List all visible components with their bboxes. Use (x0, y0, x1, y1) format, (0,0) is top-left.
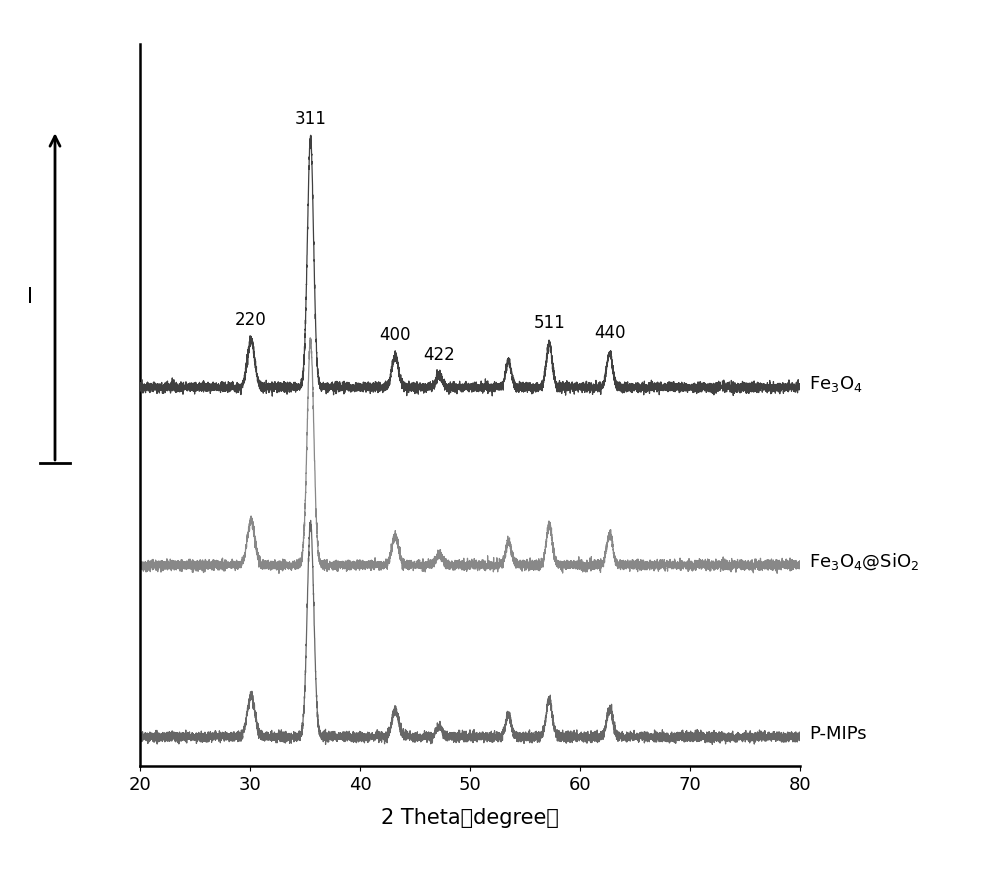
Text: 440: 440 (594, 324, 625, 342)
Text: 422: 422 (423, 346, 455, 363)
Text: P-MIPs: P-MIPs (809, 725, 866, 743)
Text: I: I (27, 287, 33, 307)
Text: 311: 311 (295, 110, 326, 128)
Text: 400: 400 (379, 326, 411, 344)
Text: Fe$_3$O$_4$@SiO$_2$: Fe$_3$O$_4$@SiO$_2$ (809, 552, 919, 572)
X-axis label: 2 Theta（degree）: 2 Theta（degree） (381, 808, 559, 828)
Text: 511: 511 (533, 314, 565, 332)
Text: Fe$_3$O$_4$: Fe$_3$O$_4$ (809, 375, 863, 395)
Text: 220: 220 (235, 311, 267, 329)
